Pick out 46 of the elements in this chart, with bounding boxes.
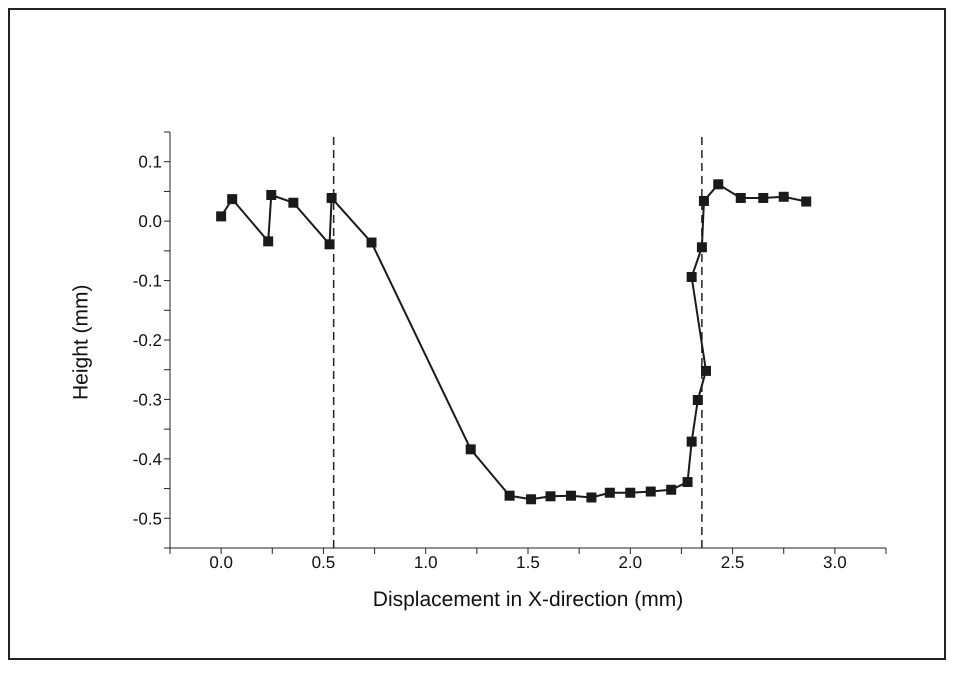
point xyxy=(692,395,703,406)
point xyxy=(326,192,337,203)
y-tick-label: 0.0 xyxy=(138,212,162,232)
x-tick-label: 0.5 xyxy=(312,553,336,572)
x-tick-label: 2.0 xyxy=(618,553,642,572)
point xyxy=(288,198,298,208)
x-tick-label: 3.0 xyxy=(823,553,847,572)
point xyxy=(466,444,476,454)
point xyxy=(700,366,711,376)
point xyxy=(504,490,515,501)
point xyxy=(586,492,596,502)
y-tick-label: -0.2 xyxy=(132,331,162,350)
point xyxy=(263,236,274,246)
point xyxy=(696,242,707,252)
point xyxy=(526,494,536,504)
point xyxy=(736,192,746,203)
point xyxy=(686,436,697,447)
point xyxy=(366,238,377,248)
x-tick-label: 0.0 xyxy=(209,553,233,572)
point xyxy=(686,272,697,282)
x-tick-label: 1.0 xyxy=(414,553,438,572)
point xyxy=(324,239,335,250)
point xyxy=(682,477,693,488)
point xyxy=(604,488,615,498)
x-axis-title: Displacement in X-direction (mm) xyxy=(372,588,684,611)
y-tick-label: 0.1 xyxy=(138,152,162,172)
point xyxy=(778,192,789,202)
point xyxy=(713,179,724,190)
x-tick-label: 2.5 xyxy=(720,553,744,572)
point xyxy=(666,484,676,495)
y-tick-label: -0.3 xyxy=(132,390,162,410)
y-tick-label: -0.4 xyxy=(132,450,162,469)
point xyxy=(646,486,656,497)
point xyxy=(801,196,812,207)
y-tick-label: -0.1 xyxy=(132,272,162,291)
point xyxy=(758,192,768,203)
point xyxy=(227,194,238,204)
x-tick-label: 1.5 xyxy=(516,553,540,572)
y-tick-label: -0.5 xyxy=(132,509,162,528)
point xyxy=(566,490,576,501)
y-axis-title: Height (mm) xyxy=(69,284,92,400)
point xyxy=(698,196,709,206)
point xyxy=(546,491,556,502)
point xyxy=(266,190,276,200)
point xyxy=(216,211,226,222)
point xyxy=(625,488,636,498)
